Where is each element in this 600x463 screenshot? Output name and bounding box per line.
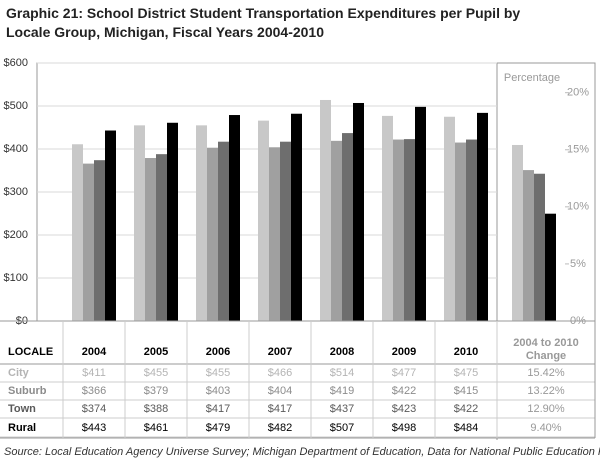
bar: [415, 106, 426, 321]
bar: [72, 144, 83, 321]
value-label: $466: [268, 367, 292, 379]
x-label: 2004 to 2010 Change: [513, 337, 578, 362]
value-label: 15.42%: [527, 367, 565, 379]
x-tick-label: 2007: [268, 346, 292, 358]
value-label: 12.90%: [527, 403, 565, 415]
y2-tick-label: 15%: [567, 144, 589, 156]
value-label: 9.40%: [530, 422, 561, 434]
value-label: $417: [268, 403, 292, 415]
bar: [291, 113, 302, 322]
x-tick-label: 2010: [454, 346, 478, 358]
legend-label: Suburb: [8, 385, 47, 397]
y-tick-label: $300: [4, 186, 28, 198]
value-label: $479: [206, 422, 230, 434]
bar: [382, 115, 393, 321]
value-label: $419: [330, 385, 354, 397]
value-label: $507: [330, 422, 354, 434]
x-tick-label: 2005: [144, 346, 168, 358]
value-label: $514: [330, 367, 354, 379]
bar: [167, 122, 178, 322]
bar: [512, 144, 523, 321]
bar: [393, 139, 404, 321]
table-header: LOCALE: [8, 346, 53, 358]
legend-label: Town: [8, 403, 36, 415]
value-label: $455: [206, 367, 230, 379]
bar: [94, 160, 105, 321]
y2-tick-label: 10%: [567, 201, 589, 213]
x-tick-label: 2008: [330, 346, 354, 358]
bar: [466, 139, 477, 321]
value-label: $417: [206, 403, 230, 415]
bar: [105, 130, 116, 321]
bar: [534, 173, 545, 321]
bar: [477, 112, 488, 321]
value-label: 13.22%: [527, 385, 565, 397]
bar: [269, 147, 280, 321]
bar: [455, 142, 466, 321]
value-label: $475: [454, 367, 478, 379]
value-label: $415: [454, 385, 478, 397]
bar: [523, 170, 534, 321]
value-label: $404: [268, 385, 292, 397]
value-label: $484: [454, 422, 478, 434]
bar: [331, 140, 342, 321]
y-tick-label: $400: [4, 143, 28, 155]
value-label: $437: [330, 403, 354, 415]
value-label: $374: [82, 403, 106, 415]
legend-label: City: [8, 367, 30, 379]
value-label: $443: [82, 422, 106, 434]
value-label: $482: [268, 422, 292, 434]
bar: [404, 139, 415, 321]
value-label: $455: [144, 367, 168, 379]
bar: [218, 141, 229, 321]
value-label: $498: [392, 422, 416, 434]
value-label: $379: [144, 385, 168, 397]
value-label: $411: [82, 367, 106, 379]
bar: [134, 125, 145, 321]
chart-title: Graphic 21: School District Student Tran…: [6, 5, 521, 40]
bar: [342, 133, 353, 321]
value-label: $388: [144, 403, 168, 415]
bar: [353, 102, 364, 322]
value-label: $461: [144, 422, 168, 434]
value-label: $403: [206, 385, 230, 397]
bar: [444, 116, 455, 321]
bar: [156, 154, 167, 321]
bar: [320, 99, 331, 321]
x-tick-label: 2004: [82, 346, 107, 358]
value-label: $423: [392, 403, 416, 415]
y-tick-label: $500: [4, 100, 28, 112]
legend-label: Rural: [8, 422, 36, 434]
bar: [145, 158, 156, 321]
bar: [280, 141, 291, 321]
bar: [258, 120, 269, 322]
value-label: $422: [454, 403, 478, 415]
panel-title: Percentage: [504, 72, 560, 84]
value-label: $422: [392, 385, 416, 397]
x-tick-label: 2006: [206, 346, 230, 358]
y-tick-label: $600: [4, 57, 28, 69]
y2-tick-label: 20%: [567, 87, 589, 99]
y-tick-label: $200: [4, 229, 28, 241]
bar: [207, 147, 218, 321]
x-tick-label: 2009: [392, 346, 416, 358]
y2-tick-label: 5%: [570, 258, 586, 270]
bar: [83, 163, 94, 321]
value-label: $477: [392, 367, 416, 379]
source: Source: Local Education Agency Universe …: [4, 446, 600, 458]
bar: [545, 213, 556, 321]
y-tick-label: $100: [4, 272, 28, 284]
bar: [196, 125, 207, 321]
value-label: $366: [82, 385, 106, 397]
bar: [229, 115, 240, 321]
